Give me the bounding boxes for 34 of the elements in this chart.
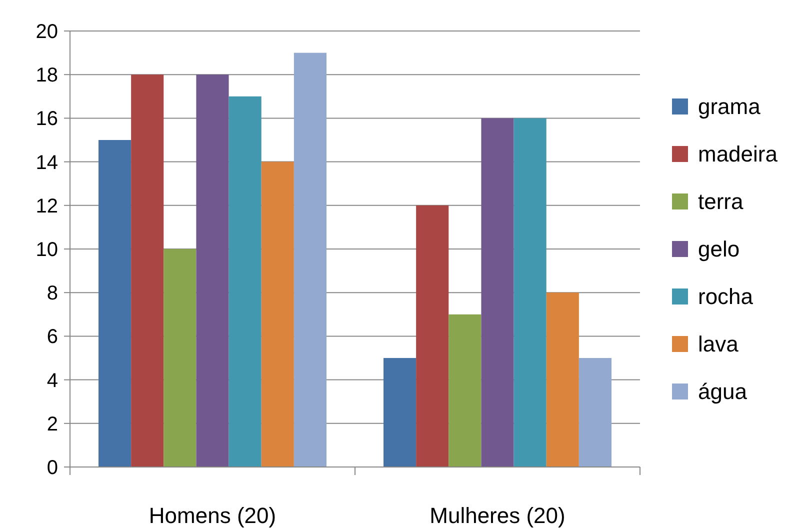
bar: [98, 140, 132, 467]
bar: [481, 118, 514, 467]
y-tick-label: 18: [36, 64, 58, 87]
legend-label: água: [698, 379, 748, 404]
legend-label: gelo: [698, 236, 740, 262]
y-tick-label: 2: [46, 413, 58, 436]
y-tick-label: 12: [36, 195, 58, 218]
y-tick-label: 0: [46, 457, 58, 479]
bar: [196, 74, 229, 467]
y-tick-label: 16: [36, 108, 58, 130]
legend-label: grama: [698, 94, 762, 120]
y-tick-label: 4: [46, 370, 58, 392]
bar: [416, 205, 449, 467]
legend-label: rocha: [698, 284, 754, 310]
y-tick-label: 6: [46, 326, 58, 348]
y-tick-label: 8: [46, 282, 58, 305]
y-tick-label: 14: [36, 152, 58, 174]
legend-label: madeira: [698, 142, 778, 167]
bar: [384, 358, 416, 467]
bar: [578, 358, 612, 467]
bar: [294, 52, 326, 467]
bar: [261, 162, 294, 467]
bar: [164, 249, 196, 467]
bar: [448, 314, 482, 467]
legend-label: lava: [698, 332, 740, 357]
x-tick-label: Mulheres (20): [430, 503, 566, 528]
bar: [131, 74, 164, 467]
bar: [228, 96, 262, 467]
legend-label: terra: [698, 189, 744, 214]
y-tick-label: 20: [36, 21, 58, 43]
x-tick-label: Homens (20): [148, 503, 276, 528]
y-tick-label: 10: [36, 239, 58, 261]
bar: [514, 118, 546, 467]
bar: [546, 292, 579, 467]
